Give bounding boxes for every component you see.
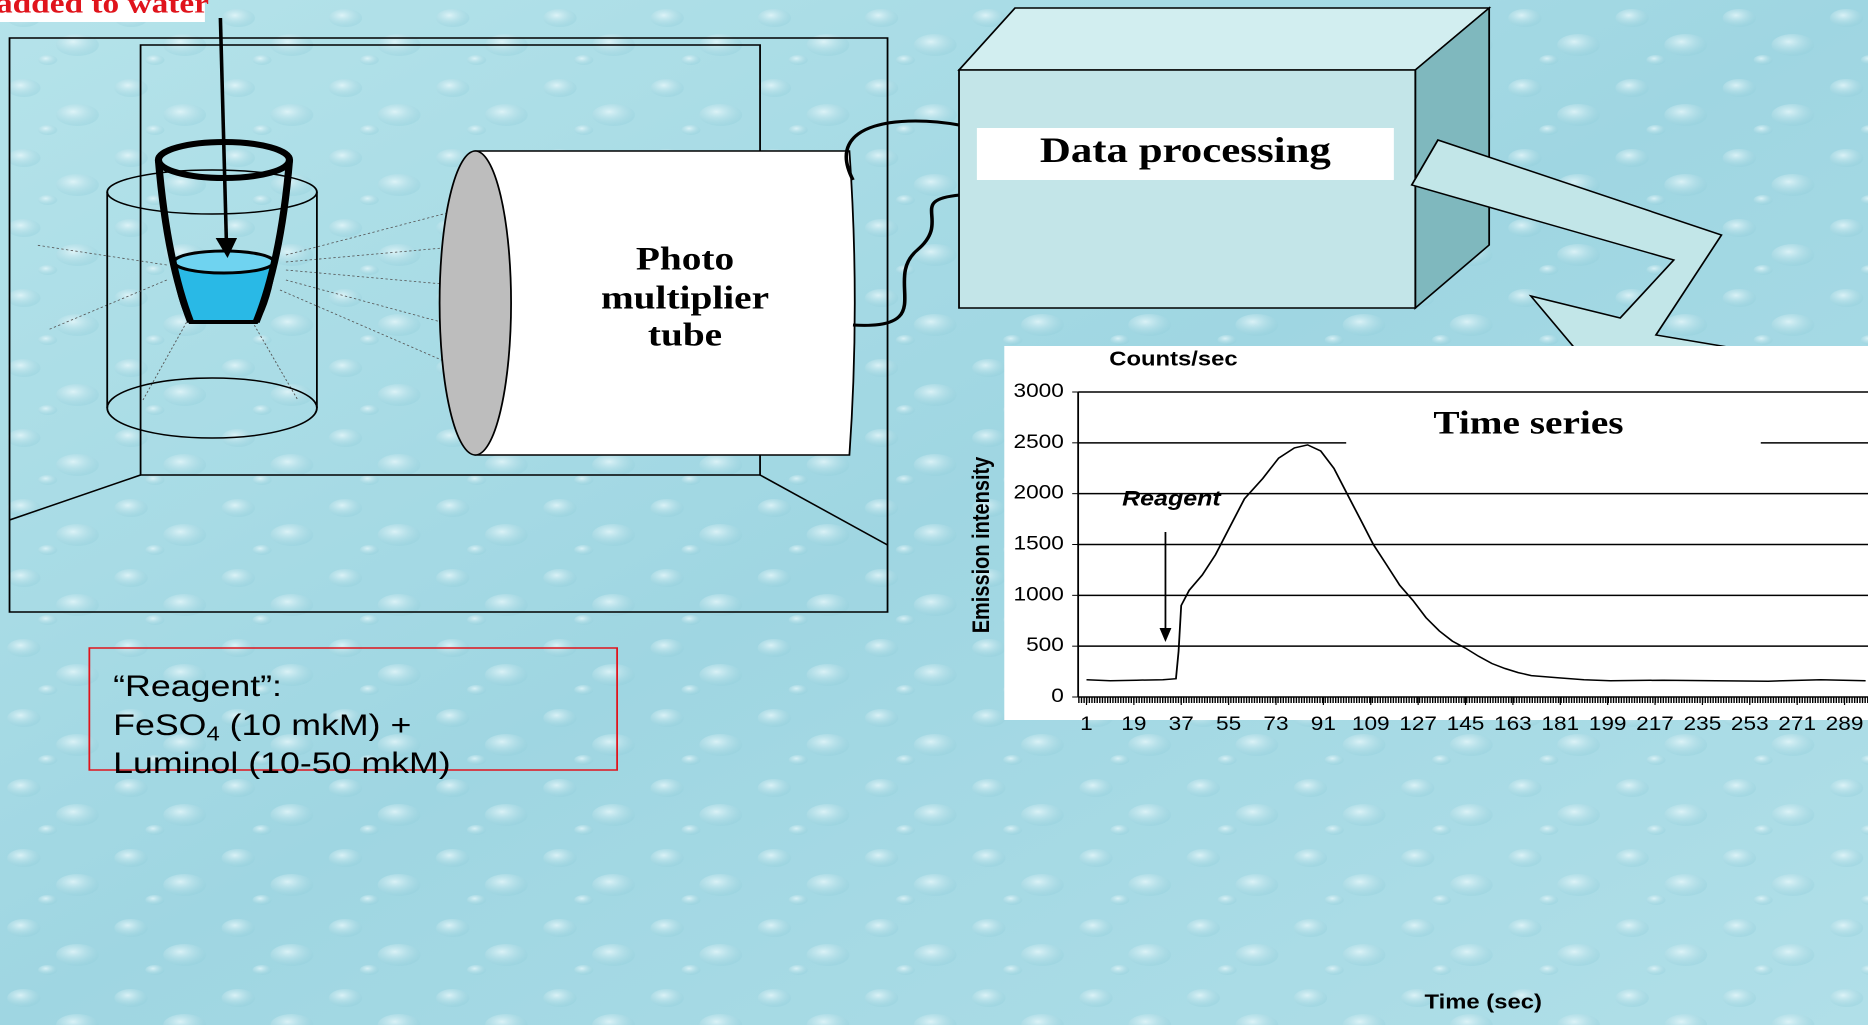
x-tick-label: 145: [1447, 714, 1485, 735]
annotation-text: Reagent: [1122, 486, 1222, 510]
callout-arrow: [218, 17, 229, 241]
photomultiplier: [438, 150, 856, 456]
x-tick-label: 253: [1731, 714, 1769, 735]
reagent-text: “Reagent”:: [113, 669, 282, 703]
cable: [844, 119, 961, 327]
chart-title: Time series: [1433, 404, 1623, 440]
reagent-box: [88, 647, 619, 771]
y-tick-label: 3000: [1014, 381, 1064, 402]
x-tick-label: 199: [1589, 714, 1627, 735]
pmt-label: multiplier: [601, 279, 769, 315]
x-tick-label: 37: [1169, 714, 1194, 735]
pmt-label: tube: [648, 316, 722, 352]
title-box: [1346, 402, 1761, 454]
processor-label-box: [976, 128, 1394, 180]
y-unit-label: Counts/sec: [1109, 347, 1237, 370]
chart: 0 500 1000 1500 2000 2500 3000 1 19 37 55 73 91 109 12…: [967, 347, 1868, 1013]
x-tick-label: 19: [1121, 714, 1146, 735]
x-tick-label: 235: [1684, 714, 1722, 735]
cylinder-holder: [106, 169, 318, 439]
y-tick-label: 500: [1026, 635, 1064, 656]
y-tick-label: 1000: [1014, 584, 1064, 605]
annotation-arrowhead: [1159, 628, 1172, 642]
x-tick-label: 91: [1311, 714, 1336, 735]
processor-box: [957, 6, 1492, 310]
y-axis-label: Emission intensity: [967, 456, 994, 633]
x-tick-label: 289: [1826, 714, 1864, 735]
subscript: 4: [206, 722, 219, 745]
light-rays: [35, 209, 477, 401]
series-line: [1086, 444, 1866, 682]
x-tick-label: 271: [1778, 714, 1816, 735]
processor-label: Data processing: [1040, 130, 1331, 170]
pmt-label: Photo: [636, 240, 734, 276]
reagent-text: Luminol (10-50 mkM): [113, 746, 451, 780]
cuvette: [154, 139, 294, 324]
x-tick-label: 73: [1263, 714, 1288, 735]
y-tick-label: 0: [1051, 686, 1064, 707]
x-tick-label: 1: [1080, 714, 1093, 735]
x-tick-label: 163: [1494, 714, 1532, 735]
x-tick-label: 109: [1352, 714, 1390, 735]
y-tick-label: 1500: [1014, 533, 1064, 554]
x-tick-label: 55: [1216, 714, 1241, 735]
x-axis-label: Time (sec): [1425, 990, 1542, 1013]
callout-text: added to water: [0, 0, 209, 19]
x-tick-label: 127: [1399, 714, 1437, 735]
y-tick-label: 2500: [1014, 431, 1064, 452]
formula: FeSO: [113, 708, 206, 742]
callout-arrowhead: [215, 238, 238, 258]
formula-rest: (10 mkM) +: [220, 708, 412, 742]
x-tick-label: 217: [1636, 714, 1674, 735]
y-tick-label: 2000: [1014, 482, 1064, 503]
callout-box: [0, 0, 205, 22]
reagent-formula: FeSO4 (10 mkM) +: [113, 708, 411, 745]
x-tick-label: 181: [1541, 714, 1579, 735]
